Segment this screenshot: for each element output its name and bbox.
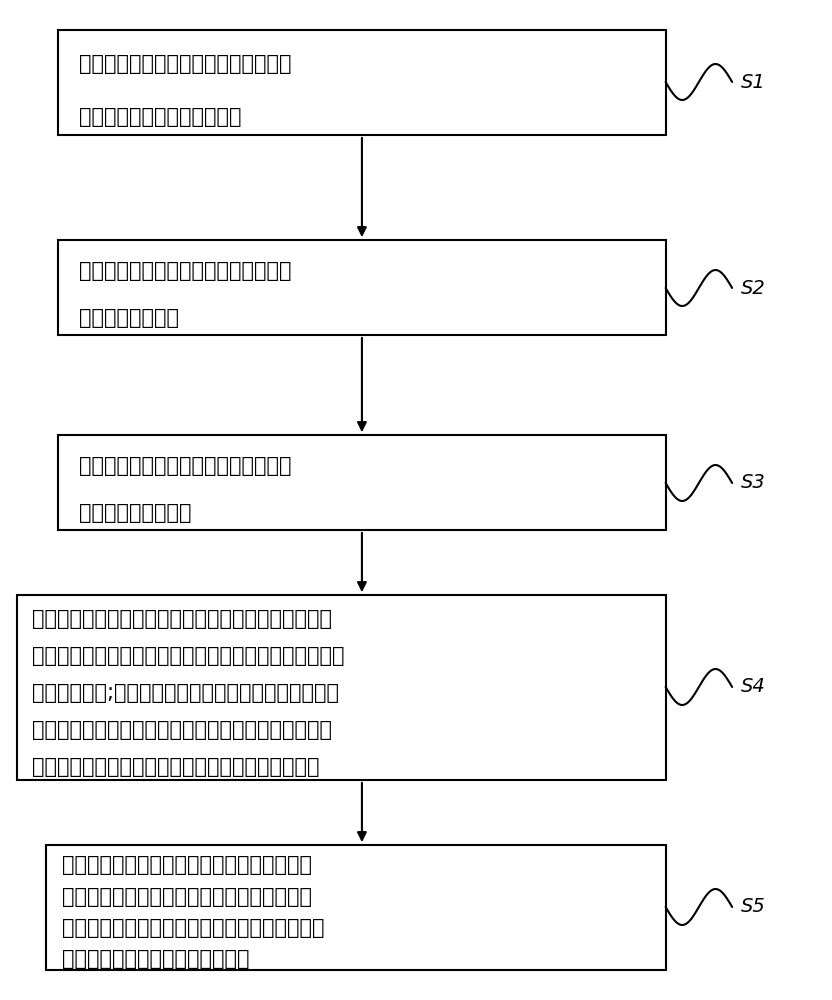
Bar	[17, 595, 666, 780]
Text: 组合导航以及天线在底座坐标系下的坐标位置，: 组合导航以及天线在底座坐标系下的坐标位置，	[62, 918, 325, 938]
Text: 探杆位置不变，调整三根探杆上的测距仪的角度，别测: 探杆位置不变，调整三根探杆上的测距仪的角度，别测	[32, 609, 332, 629]
Text: 通过测距仪的自身坐标位置和到组合导航以及: 通过测距仪的自身坐标位置和到组合导航以及	[62, 855, 312, 875]
Text: 进而得到天线到组合导航的偏移。: 进而得到天线到组合导航的偏移。	[62, 949, 250, 969]
Text: S1: S1	[740, 73, 765, 92]
Text: 调整底座方向，使底座坐标系与组合导: 调整底座方向，使底座坐标系与组合导	[79, 261, 291, 281]
Bar	[58, 30, 666, 135]
Text: S2: S2	[740, 278, 765, 298]
Text: 量到底座坐标系中三个坐标轴的垂直距离以获得测距仪的: 量到底座坐标系中三个坐标轴的垂直距离以获得测距仪的	[32, 646, 344, 666]
Text: S5: S5	[740, 898, 765, 916]
Text: 距仪的角度，分别测量到天线的中心点的直线距离。: 距仪的角度，分别测量到天线的中心点的直线距离。	[32, 757, 319, 777]
Text: 组合导航中坐标系的原点的直线距离；再次调整三个测: 组合导航中坐标系的原点的直线距离；再次调整三个测	[32, 720, 332, 740]
Text: 调整底座上的三根探杆，使三个测距仪: 调整底座上的三根探杆，使三个测距仪	[79, 456, 291, 476]
Text: 在智能驾驶车辆对应位置处。: 在智能驾驶车辆对应位置处。	[79, 107, 241, 127]
Text: 按安装要求将组合导航和天线分别安装: 按安装要求将组合导航和天线分别安装	[79, 54, 291, 74]
Text: 航的坐标系平行。: 航的坐标系平行。	[79, 308, 179, 328]
Bar	[58, 435, 666, 530]
Bar	[46, 845, 666, 970]
Text: S4: S4	[740, 678, 765, 696]
Text: 不在同一条直线上。: 不在同一条直线上。	[79, 503, 191, 523]
Text: 自身坐标位置;再次调整三个测距仪的角度，分别测量到: 自身坐标位置;再次调整三个测距仪的角度，分别测量到	[32, 683, 339, 703]
Bar	[58, 240, 666, 335]
Text: 到天线的直线距离进行方程组求解，可以得到: 到天线的直线距离进行方程组求解，可以得到	[62, 887, 312, 907]
Text: S3: S3	[740, 474, 765, 492]
